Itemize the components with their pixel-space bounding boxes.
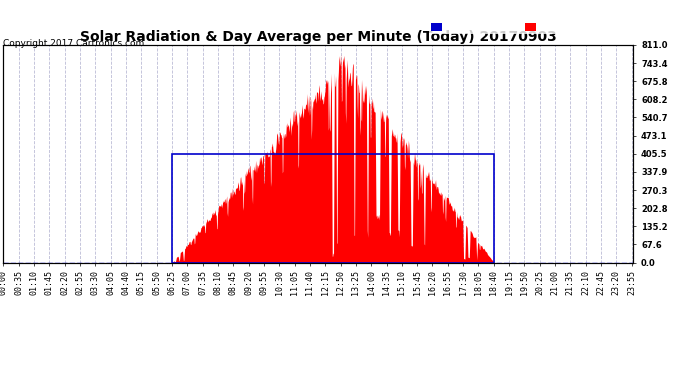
Bar: [172, 154, 494, 262]
Title: Solar Radiation & Day Average per Minute (Today) 20170903: Solar Radiation & Day Average per Minute…: [80, 30, 557, 44]
Legend: Median (W/m2), Radiation (W/m2): Median (W/m2), Radiation (W/m2): [429, 21, 629, 34]
Text: Copyright 2017 Cartronics.com: Copyright 2017 Cartronics.com: [3, 39, 145, 48]
